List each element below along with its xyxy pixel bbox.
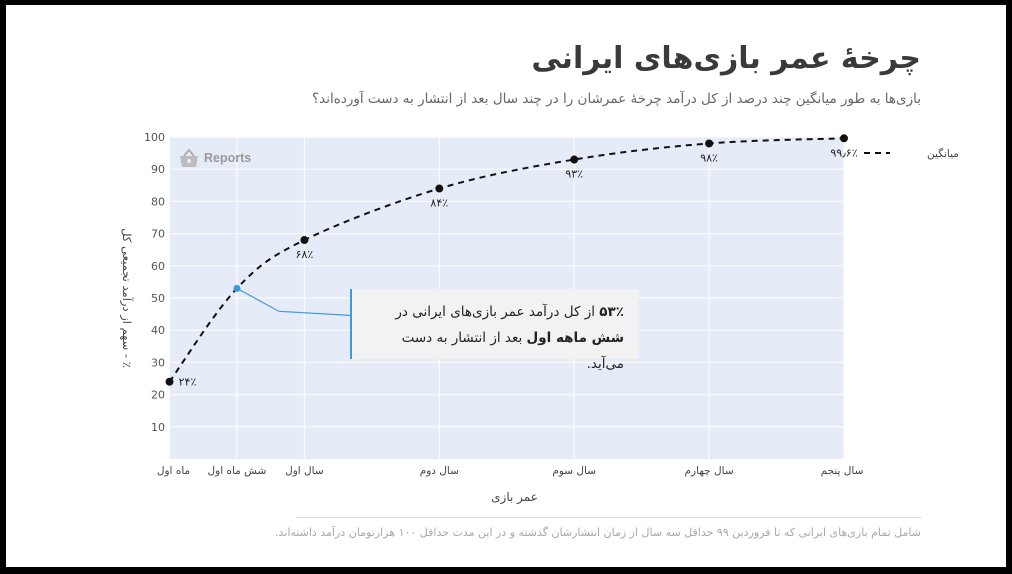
x-tick-label: سال پنجم bbox=[821, 465, 864, 477]
y-tick-label: 40 bbox=[151, 324, 165, 337]
annotation-pct: ۵۳٪ bbox=[599, 304, 624, 320]
page-title: چرخهٔ عمر بازی‌های ایرانی bbox=[531, 41, 921, 76]
y-tick-label: 50 bbox=[151, 292, 165, 305]
y-tick-label: 10 bbox=[151, 421, 165, 434]
y-axis-label: ٪ - سهم از درآمد تجمیعی کل bbox=[119, 228, 134, 368]
annotation-bold: شش ماهه اول bbox=[526, 330, 624, 346]
x-tick-label: سال سوم bbox=[552, 465, 596, 477]
page-subtitle: بازی‌ها به طور میانگین چند درصد از کل در… bbox=[312, 91, 921, 107]
annotation-text-2: بعد از انتشار به دست می‌آید. bbox=[401, 330, 624, 372]
y-tick-label: 30 bbox=[151, 356, 165, 369]
logo-text: Reports bbox=[204, 151, 252, 165]
annotation-box: ۵۳٪ از کل درآمد عمر بازی‌های ایرانی در ش… bbox=[350, 289, 638, 372]
basket-icon bbox=[180, 148, 198, 167]
annotation-leader-line bbox=[236, 287, 351, 316]
legend-label: میانگین bbox=[927, 147, 959, 160]
reports-logo: Reports bbox=[178, 148, 251, 168]
y-tick-label: 80 bbox=[151, 195, 165, 208]
data-label: ۲۴٪ bbox=[179, 376, 197, 389]
report-frame: چرخهٔ عمر بازی‌های ایرانی بازی‌ها به طور… bbox=[6, 5, 1006, 567]
data-point bbox=[840, 134, 848, 143]
x-tick-label: سال اول bbox=[285, 465, 324, 477]
data-label: ۸۴٪ bbox=[430, 197, 448, 210]
x-axis-label: عمر بازی bbox=[491, 490, 538, 505]
data-point bbox=[570, 155, 579, 164]
annotation-line-2: شش ماهه اول بعد از انتشار به دست می‌آید. bbox=[364, 325, 624, 377]
y-tick-label: 90 bbox=[151, 163, 165, 176]
data-point bbox=[435, 184, 444, 193]
y-tick-label: 60 bbox=[151, 260, 165, 273]
y-tick-label: 100 bbox=[144, 131, 165, 144]
x-tick-label: سال دوم bbox=[420, 465, 459, 477]
y-tick-label: 70 bbox=[151, 228, 165, 241]
x-tick-label: سال چهارم bbox=[685, 465, 734, 477]
x-tick-label: شش ماه اول bbox=[208, 465, 267, 477]
annotation-line-1: ۵۳٪ از کل درآمد عمر بازی‌های ایرانی در bbox=[364, 299, 624, 325]
chart-svg: 10 20 30 40 50 60 70 80 90 100 ماه اول شش ماه اول سا… bbox=[119, 131, 959, 505]
footnote: شامل تمام بازی‌های ایرانی که تا فروردین … bbox=[275, 526, 921, 539]
data-point bbox=[300, 236, 309, 245]
y-tick-label: 20 bbox=[151, 389, 165, 402]
footnote-divider bbox=[296, 517, 921, 518]
data-label: ۹۳٪ bbox=[565, 168, 583, 181]
data-label: ۹۹٫۶٪ bbox=[830, 146, 857, 159]
data-point bbox=[705, 139, 714, 148]
data-label: ۶۸٪ bbox=[296, 248, 314, 261]
annotation-text-1: از کل درآمد عمر بازی‌های ایرانی در bbox=[395, 304, 600, 320]
data-point bbox=[165, 377, 174, 386]
data-label: ۹۸٪ bbox=[700, 151, 718, 164]
x-tick-label: ماه اول bbox=[157, 465, 190, 477]
